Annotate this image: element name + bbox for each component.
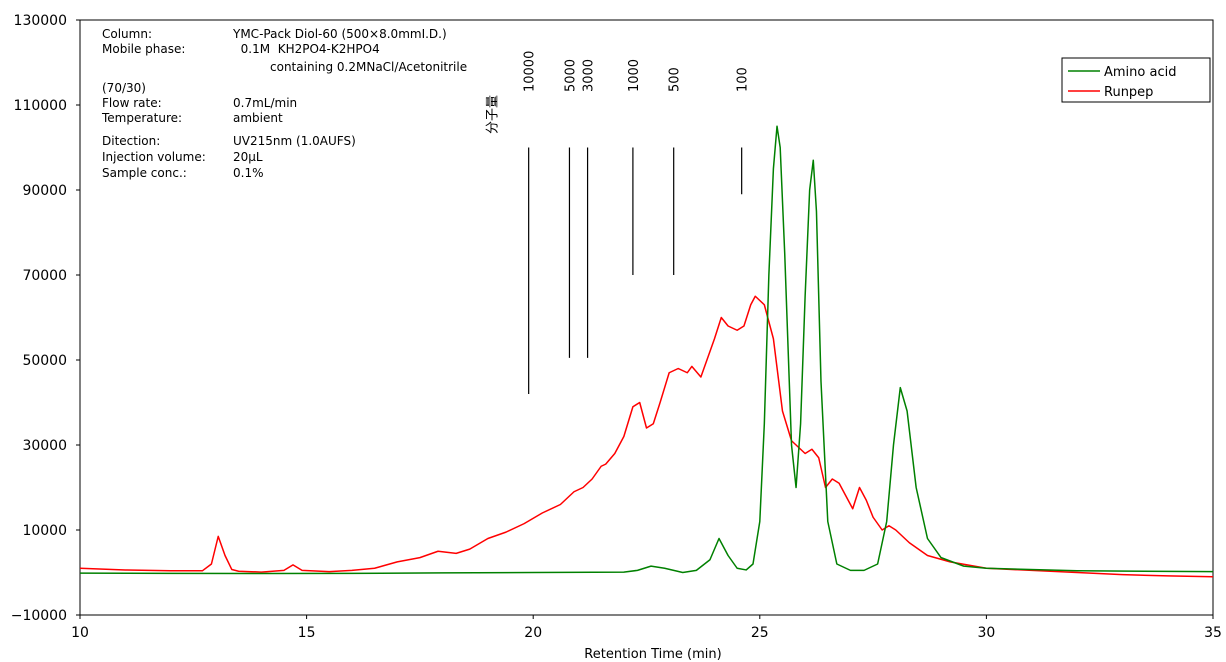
y-tick-label: 90000 <box>22 183 67 199</box>
condition-value: 0.1% <box>233 166 264 180</box>
condition-value: 0.1M KH2PO4-K2HPO4 <box>233 42 380 56</box>
condition-value: ambient <box>233 111 283 125</box>
y-tick-label: −10000 <box>11 608 67 624</box>
series-line-runpep <box>80 295 1213 578</box>
y-tick-label: 30000 <box>22 438 67 454</box>
y-tick-label: 130000 <box>14 13 67 29</box>
condition-label: Ditection: <box>102 134 160 148</box>
x-tick-label: 20 <box>524 625 542 641</box>
x-axis-label: Retention Time (min) <box>584 647 721 662</box>
mw-header: 分子量 <box>486 95 501 134</box>
y-tick-label: 10000 <box>22 523 67 539</box>
legend-label-amino-acid: Amino acid <box>1104 65 1176 80</box>
x-tick-label: 30 <box>977 625 995 641</box>
condition-label: Flow rate: <box>102 96 162 110</box>
y-tick-label: 70000 <box>22 268 67 284</box>
condition-value: containing 0.2MNaCl/Acetonitrile <box>270 60 467 74</box>
conditions-block: Column: YMC-Pack Diol-60 (500×8.0mmI.D.) M… <box>101 27 467 180</box>
condition-value: YMC-Pack Diol-60 (500×8.0mmI.D.) <box>232 27 447 41</box>
x-tick-label: 35 <box>1204 625 1222 641</box>
mw-marker-label: 500 <box>668 67 683 92</box>
x-tick-label: 10 <box>71 625 89 641</box>
mw-marker-label: 10000 <box>523 51 538 92</box>
mw-marker-label: 3000 <box>582 59 597 92</box>
legend-label-runpep: Runpep <box>1104 85 1153 100</box>
mw-marker-label: 5000 <box>563 59 578 92</box>
series-line-amino-acid <box>80 125 1213 575</box>
legend: Amino acid Runpep <box>1061 57 1211 103</box>
x-tick-label: 15 <box>298 625 316 641</box>
condition-value: UV215nm (1.0AUFS) <box>233 134 356 148</box>
y-tick-label: 50000 <box>22 353 67 369</box>
y-tick-label: 110000 <box>14 98 67 114</box>
mw-marker-label: 100 <box>736 67 751 92</box>
mw-marker-label: 1000 <box>627 59 642 92</box>
legend-box <box>1061 57 1211 103</box>
condition-label: Temperature: <box>101 111 182 125</box>
series-lines <box>80 125 1213 578</box>
molecular-weight-markers: 分子量 10000 5000 3000 1000 500 100 <box>486 51 751 394</box>
condition-label: Sample conc.: <box>102 166 187 180</box>
condition-label: Injection volume: <box>102 150 206 164</box>
condition-value: 20μL <box>233 150 263 164</box>
condition-label: Column: <box>102 27 152 41</box>
condition-label: (70/30) <box>102 81 146 95</box>
condition-value: 0.7mL/min <box>233 96 297 110</box>
plot-area <box>79 19 1214 616</box>
x-axis-ticks: 10 15 20 25 30 35 <box>71 615 1222 641</box>
condition-label: Mobile phase: <box>102 42 185 56</box>
y-axis-ticks: −10000 10000 30000 50000 70000 90000 110000 130… <box>11 13 80 624</box>
x-tick-label: 25 <box>751 625 769 641</box>
